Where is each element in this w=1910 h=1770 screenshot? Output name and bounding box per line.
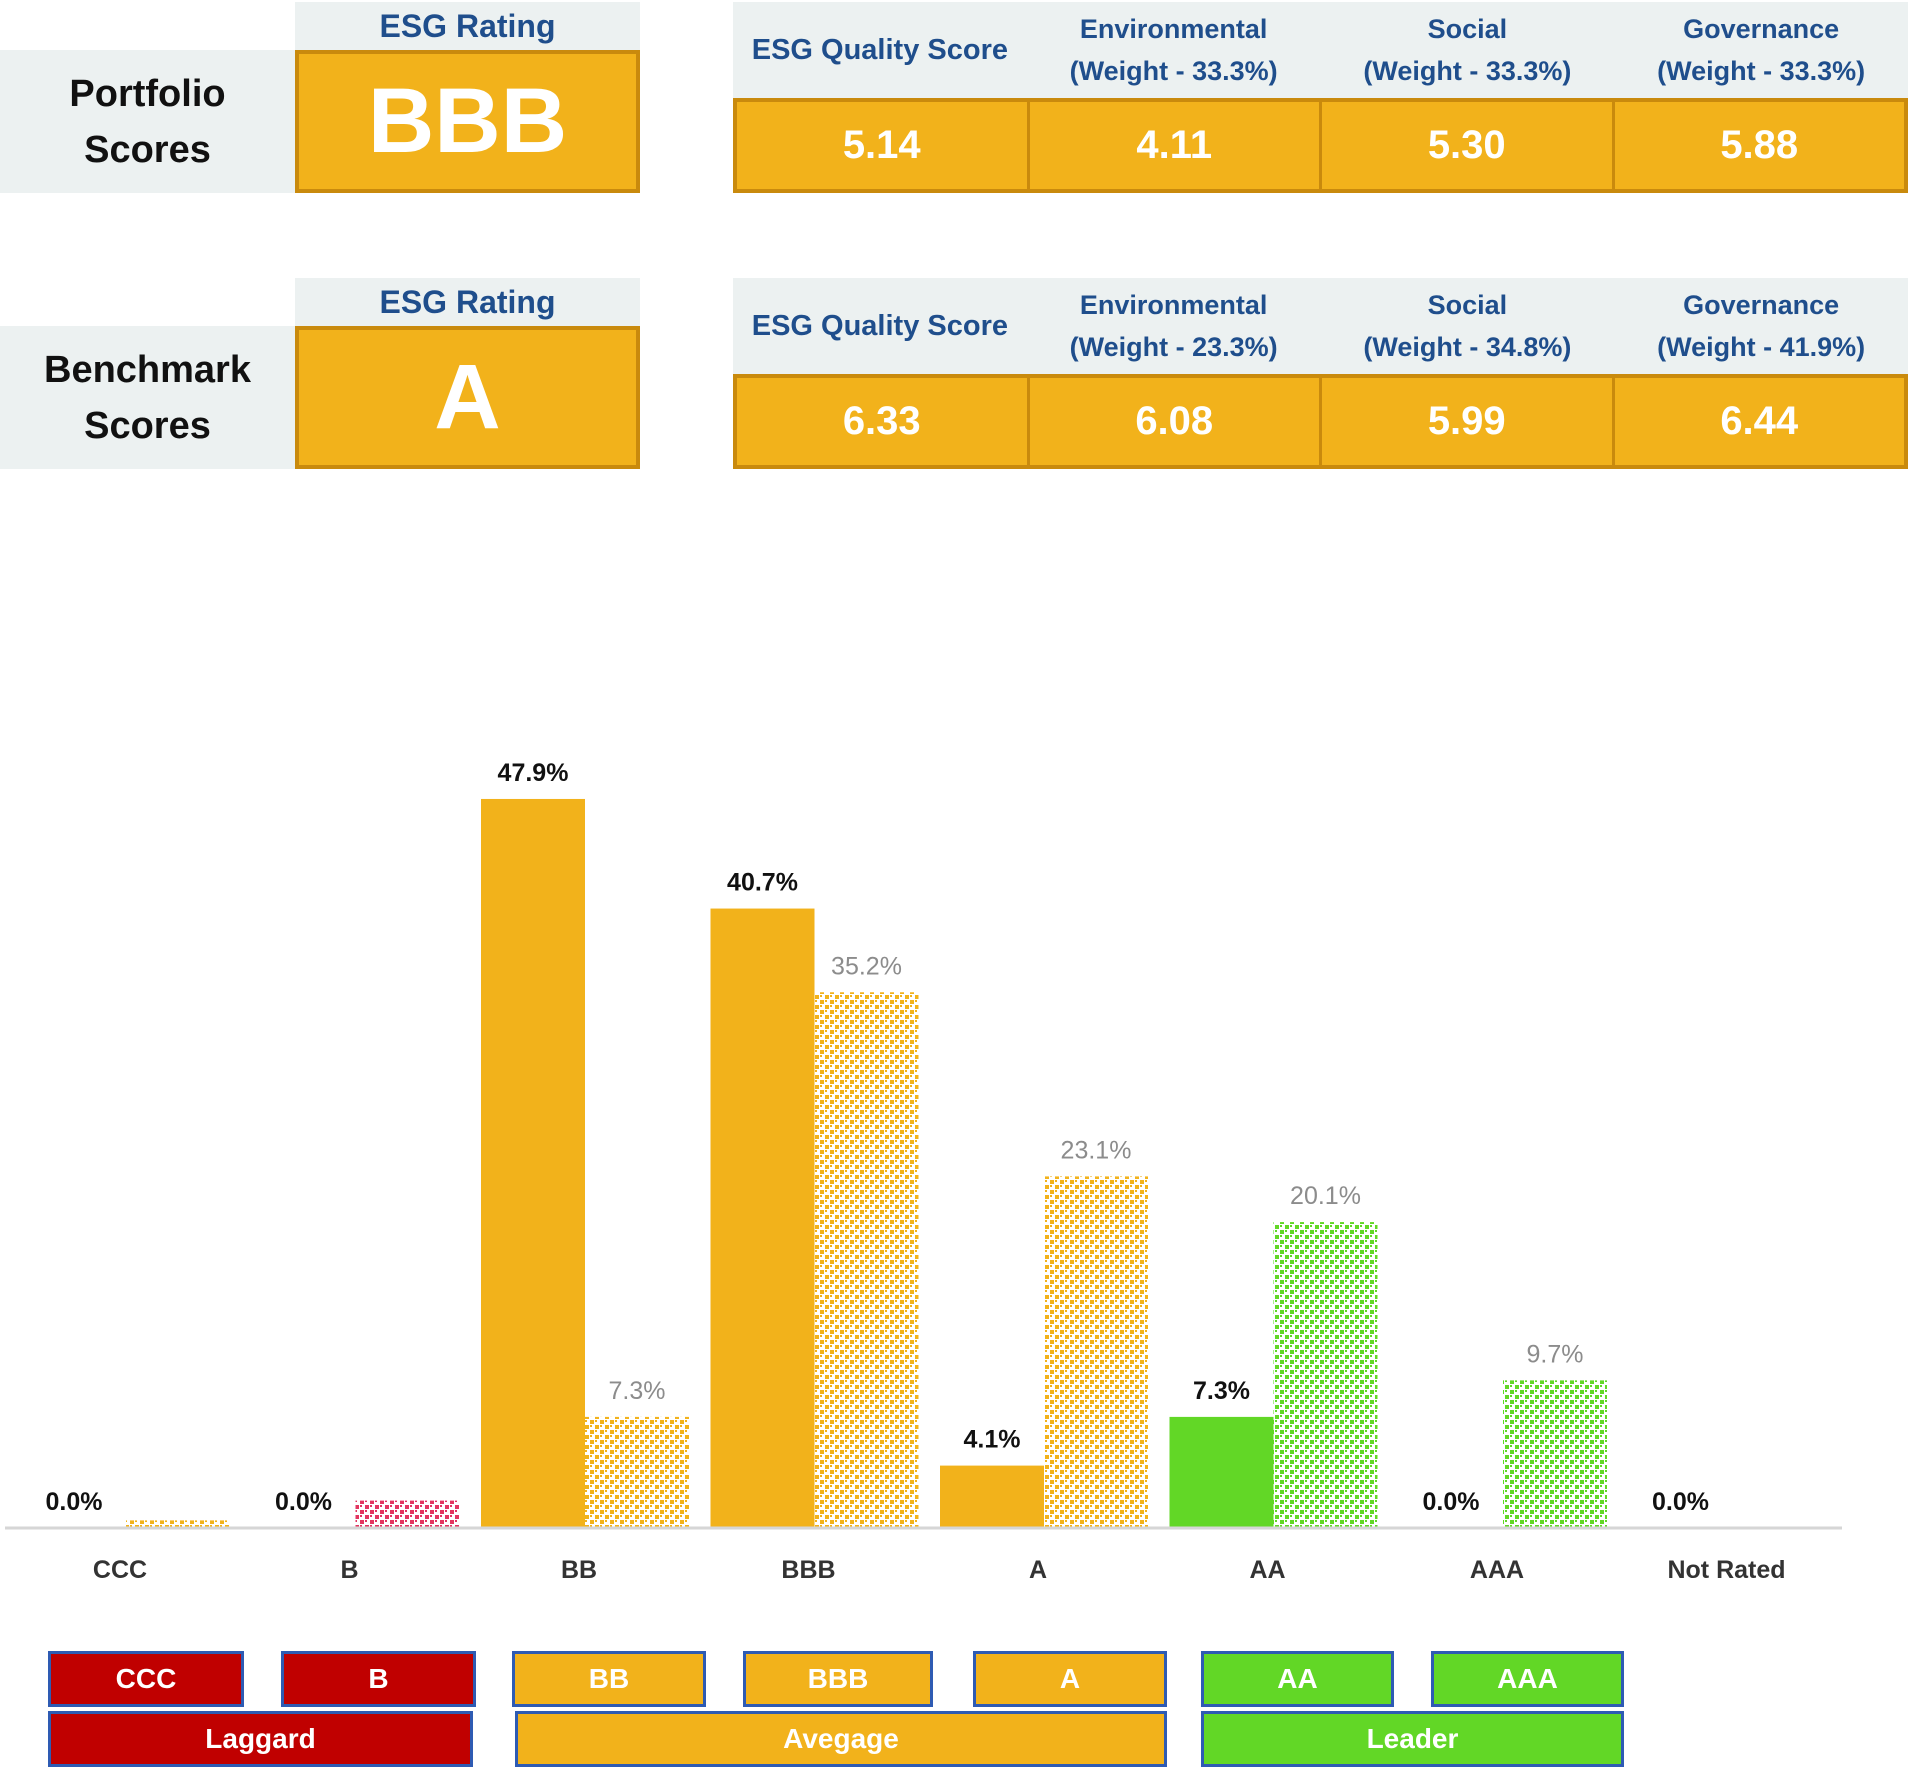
legend-group-avegage: Avegage — [515, 1711, 1167, 1767]
legend-rating-aaa: AAA — [1431, 1651, 1624, 1707]
legend-rating-aa: AA — [1201, 1651, 1394, 1707]
benchmark-bar-aa — [1273, 1222, 1378, 1528]
header-line1: Social — [1427, 14, 1508, 44]
portfolio-value-label: 0.0% — [1652, 1488, 1709, 1516]
benchmark-rating-header: ESG Rating — [295, 278, 640, 326]
benchmark-scores-bar: 6.33 6.08 5.99 6.44 — [733, 374, 1908, 469]
legend-group-leader: Leader — [1201, 1711, 1624, 1767]
legend-rating-bb: BB — [512, 1651, 706, 1707]
header-line2: (Weight - 34.8%) — [1363, 332, 1572, 362]
benchmark-header-quality: ESG Quality Score — [733, 310, 1027, 343]
rating-distribution-chart: 0.0% CCC 0.0% B 47.9% 7.3% BB 40.7% 35.2% BBB 4.1%… — [5, 759, 1842, 1584]
benchmark-score-headers: ESG Quality Score Environmental (Weight … — [733, 278, 1908, 374]
legend-rating-ccc: CCC — [48, 1651, 244, 1707]
benchmark-header-environmental: Environmental (Weight - 23.3%) — [1027, 284, 1321, 368]
header-line1: Governance — [1683, 14, 1840, 44]
benchmark-value-label: 9.7% — [1527, 1340, 1584, 1368]
portfolio-header-environmental: Environmental (Weight - 33.3%) — [1027, 8, 1321, 92]
header-line1: ESG Quality Score — [751, 33, 1008, 66]
portfolio-bar-aa — [1169, 1416, 1274, 1528]
benchmark-governance-score: 6.44 — [1720, 399, 1799, 443]
benchmark-value-label: 20.1% — [1290, 1182, 1361, 1210]
benchmark-bar-ccc — [126, 1520, 230, 1528]
portfolio-value-label: 0.0% — [46, 1488, 103, 1516]
portfolio-header-quality: ESG Quality Score — [733, 34, 1027, 67]
benchmark-rating-value: A — [295, 326, 640, 469]
portfolio-quality-score: 5.14 — [737, 102, 1030, 189]
chart-labels: 0.0% CCC 0.0% B 47.9% 7.3% BB 40.7% 35.2% BBB 4.1%… — [46, 759, 1786, 1584]
benchmark-environmental-score: 6.08 — [1030, 378, 1322, 465]
portfolio-row-label: Portfolio Scores — [0, 50, 295, 193]
portfolio-bar-bb — [481, 798, 585, 1528]
legend-group-laggard: Laggard — [48, 1711, 473, 1767]
portfolio-value-label: 40.7% — [727, 869, 798, 897]
benchmark-quality-score: 6.33 — [737, 378, 1030, 465]
header-line1: Governance — [1683, 290, 1840, 320]
benchmark-header-governance: Governance (Weight - 41.9%) — [1614, 284, 1908, 368]
portfolio-score-headers: ESG Quality Score Environmental (Weight … — [733, 2, 1908, 98]
x-tick-label: BBB — [781, 1556, 835, 1584]
benchmark-bar-bbb — [814, 992, 919, 1528]
portfolio-bar-bbb — [710, 908, 815, 1528]
portfolio-header-social: Social (Weight - 33.3%) — [1321, 8, 1615, 92]
benchmark-value-label: 23.1% — [1061, 1136, 1132, 1164]
header-line2: (Weight - 33.3%) — [1069, 56, 1278, 86]
portfolio-header-governance: Governance (Weight - 33.3%) — [1614, 8, 1908, 92]
benchmark-bar-bb — [585, 1416, 689, 1528]
portfolio-rating-value: BBB — [295, 50, 640, 193]
benchmark-value-label: 7.3% — [609, 1377, 666, 1405]
x-tick-label: AAA — [1470, 1556, 1524, 1584]
portfolio-social-score: 5.30 — [1322, 102, 1615, 189]
benchmark-row-label: Benchmark Scores — [0, 326, 295, 469]
portfolio-scores-bar: 5.14 4.11 5.30 5.88 — [733, 98, 1908, 193]
header-line2: (Weight - 33.3%) — [1657, 56, 1866, 86]
x-tick-label: B — [340, 1556, 358, 1584]
portfolio-rating-header: ESG Rating — [295, 2, 640, 50]
legend-rating-bbb: BBB — [743, 1651, 933, 1707]
x-tick-label: Not Rated — [1667, 1556, 1785, 1584]
benchmark-value-label: 35.2% — [831, 952, 902, 980]
header-line1: Environmental — [1079, 14, 1268, 44]
header-line1: Social — [1427, 290, 1508, 320]
portfolio-governance-score: 5.88 — [1720, 123, 1799, 167]
x-tick-label: BB — [561, 1556, 597, 1584]
portfolio-value-label: 0.0% — [275, 1488, 332, 1516]
x-tick-label: AA — [1249, 1556, 1285, 1584]
benchmark-header-social: Social (Weight - 34.8%) — [1321, 284, 1615, 368]
portfolio-environmental-score: 4.11 — [1030, 102, 1322, 189]
header-line2: (Weight - 33.3%) — [1363, 56, 1572, 86]
portfolio-bar-a — [940, 1465, 1044, 1528]
legend-rating-b: B — [281, 1651, 476, 1707]
portfolio-value-label: 0.0% — [1423, 1488, 1480, 1516]
header-line1: ESG Quality Score — [751, 309, 1008, 342]
x-tick-label: A — [1029, 1556, 1047, 1584]
chart-bars — [126, 798, 1607, 1528]
portfolio-value-label: 7.3% — [1193, 1377, 1250, 1405]
benchmark-bar-b — [355, 1500, 460, 1528]
portfolio-value-label: 47.9% — [498, 759, 569, 787]
legend-rating-a: A — [973, 1651, 1167, 1707]
header-line1: Environmental — [1079, 290, 1268, 320]
benchmark-social-score: 5.99 — [1322, 378, 1615, 465]
portfolio-value-label: 4.1% — [964, 1426, 1021, 1454]
benchmark-bar-aaa — [1503, 1380, 1607, 1528]
x-tick-label: CCC — [93, 1556, 147, 1584]
header-line2: (Weight - 41.9%) — [1657, 332, 1866, 362]
benchmark-bar-a — [1044, 1176, 1148, 1528]
header-line2: (Weight - 23.3%) — [1069, 332, 1278, 362]
